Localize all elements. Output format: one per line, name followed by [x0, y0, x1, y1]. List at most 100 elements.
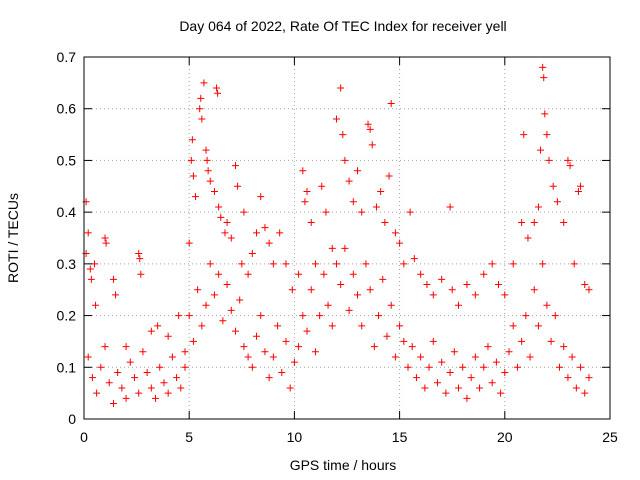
y-tick-label: 0.1: [57, 359, 77, 375]
data-point: [173, 374, 181, 382]
data-point: [391, 229, 399, 237]
data-point: [379, 275, 387, 283]
data-point: [109, 399, 117, 407]
data-point: [513, 363, 521, 371]
data-point: [337, 84, 345, 92]
data-point: [197, 94, 205, 102]
data-point: [188, 136, 196, 144]
data-point: [261, 348, 269, 356]
data-point: [269, 353, 277, 361]
data-point: [316, 312, 324, 320]
data-point: [480, 363, 488, 371]
data-point: [164, 332, 172, 340]
data-point: [303, 327, 311, 335]
data-point: [505, 348, 513, 356]
data-point: [480, 270, 488, 278]
data-point: [354, 167, 362, 175]
data-point: [566, 162, 574, 170]
data-point: [385, 172, 393, 180]
data-point: [206, 177, 214, 185]
data-point: [358, 208, 366, 216]
data-point: [332, 260, 340, 268]
x-tick-label: 20: [497, 429, 513, 445]
data-point: [109, 275, 117, 283]
data-point: [86, 265, 94, 273]
data-point: [375, 312, 383, 320]
data-point: [471, 353, 479, 361]
data-point: [396, 239, 404, 247]
data-point: [301, 198, 309, 206]
data-point: [543, 131, 551, 139]
data-point: [227, 234, 235, 242]
data-point: [459, 363, 467, 371]
data-point: [164, 389, 172, 397]
data-point: [204, 167, 212, 175]
data-point: [248, 250, 256, 258]
data-point: [433, 379, 441, 387]
data-point: [257, 312, 265, 320]
data-point: [518, 337, 526, 345]
data-point: [240, 208, 248, 216]
data-point: [362, 260, 370, 268]
x-tick-label: 5: [185, 429, 193, 445]
data-point: [520, 131, 528, 139]
data-point: [358, 322, 366, 330]
data-point: [295, 270, 303, 278]
data-point: [534, 203, 542, 211]
data-point: [585, 286, 593, 294]
data-point: [530, 218, 538, 226]
data-point: [540, 74, 548, 82]
data-point: [311, 348, 319, 356]
data-point: [524, 234, 532, 242]
data-point: [318, 182, 326, 190]
data-point: [526, 353, 534, 361]
y-tick-label: 0.7: [57, 49, 77, 65]
data-point: [139, 348, 147, 356]
data-point: [91, 260, 99, 268]
data-point: [387, 100, 395, 108]
data-point: [288, 286, 296, 294]
data-point: [471, 291, 479, 299]
data-point: [147, 327, 155, 335]
data-point: [455, 301, 463, 309]
data-point: [488, 260, 496, 268]
data-point: [484, 343, 492, 351]
data-point: [231, 327, 239, 335]
data-point: [560, 343, 568, 351]
data-point: [198, 115, 206, 123]
data-point: [383, 332, 391, 340]
data-point: [446, 368, 454, 376]
data-point: [560, 218, 568, 226]
data-point: [556, 363, 564, 371]
data-point: [137, 270, 145, 278]
data-point: [577, 182, 585, 190]
data-point: [299, 312, 307, 320]
data-point: [189, 172, 197, 180]
data-point: [534, 322, 542, 330]
data-point: [438, 358, 446, 366]
data-point: [341, 156, 349, 164]
data-point: [101, 234, 109, 242]
data-point: [467, 374, 475, 382]
data-point: [332, 115, 340, 123]
data-point: [299, 167, 307, 175]
data-point: [181, 363, 189, 371]
data-point: [88, 374, 96, 382]
data-point: [311, 260, 319, 268]
data-point: [370, 343, 378, 351]
data-point: [307, 286, 315, 294]
chart-title: Day 064 of 2022, Rate Of TEC Index for r…: [179, 18, 506, 34]
data-point: [497, 389, 505, 397]
data-point: [192, 193, 200, 201]
data-point: [274, 322, 282, 330]
y-tick-label: 0.6: [57, 101, 77, 117]
data-point: [577, 363, 585, 371]
data-point: [368, 141, 376, 149]
data-point: [417, 353, 425, 361]
data-point: [84, 229, 92, 237]
data-point: [112, 291, 120, 299]
data-point: [238, 260, 246, 268]
data-point: [202, 146, 210, 154]
data-point: [295, 343, 303, 351]
y-tick-label: 0.2: [57, 308, 77, 324]
